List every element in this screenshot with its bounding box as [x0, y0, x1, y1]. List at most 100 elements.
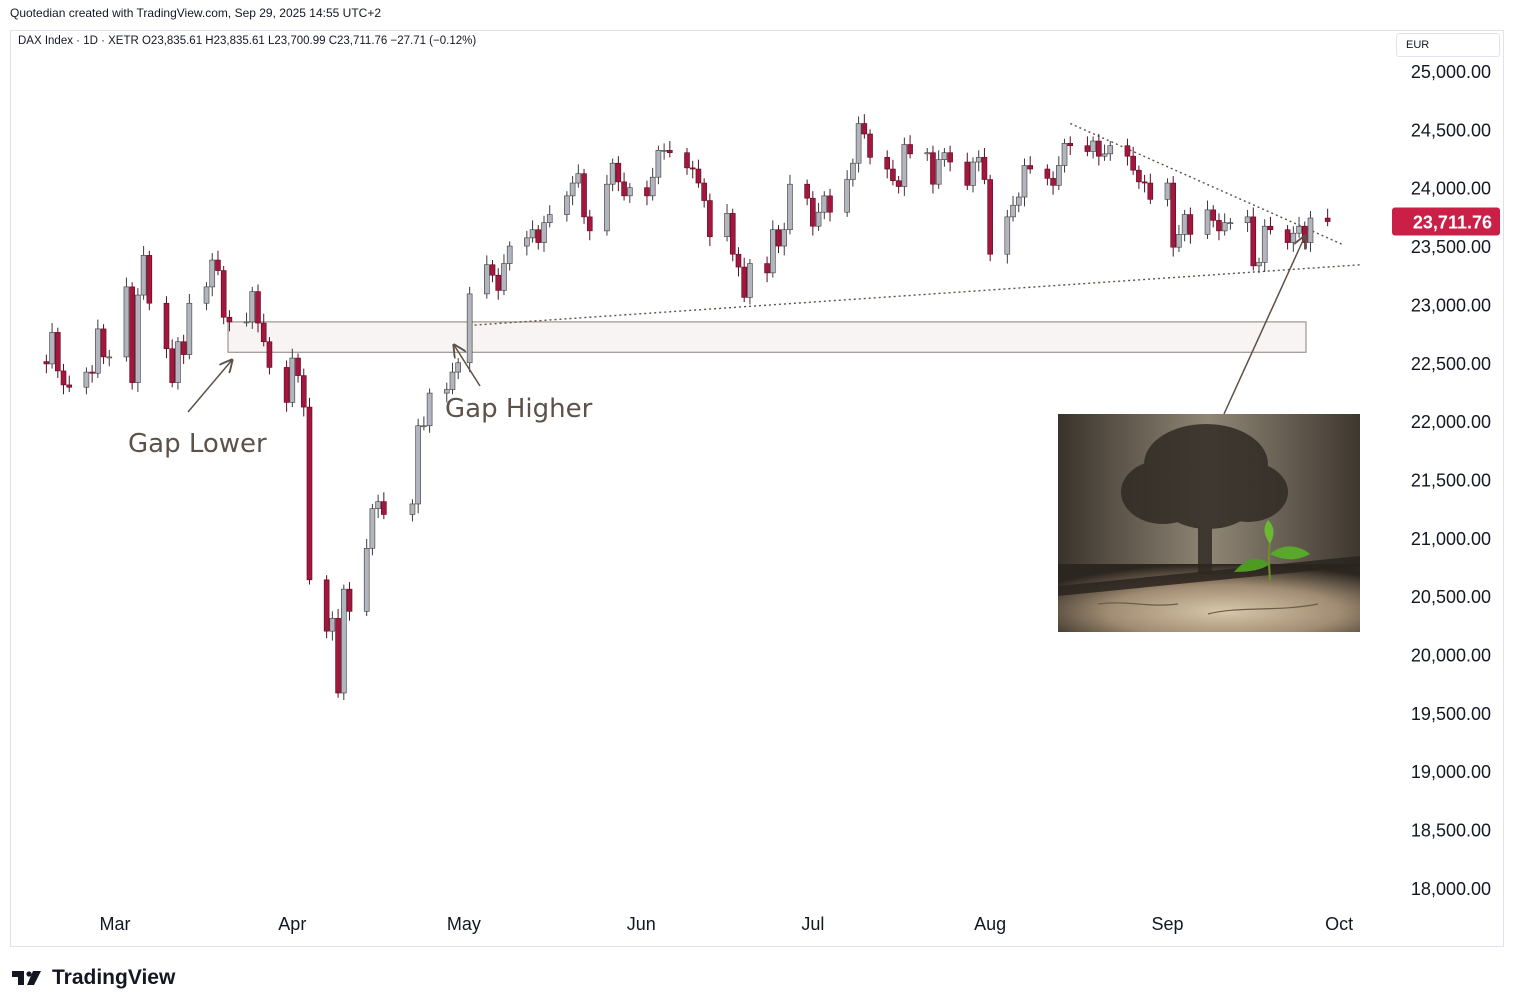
chart-pane[interactable]	[10, 30, 1504, 947]
candle-body	[1164, 182, 1171, 200]
candle-body	[695, 168, 702, 184]
candle	[501, 254, 507, 296]
candle-body	[1290, 232, 1297, 243]
candle	[1141, 174, 1148, 193]
candle-body	[203, 286, 210, 304]
candle	[381, 492, 387, 520]
candle	[930, 145, 936, 194]
candle-body	[861, 123, 868, 135]
candle-body	[935, 159, 942, 185]
candle-body	[1050, 178, 1056, 186]
candle-body	[186, 302, 193, 355]
candle	[701, 178, 707, 208]
candle	[283, 360, 290, 412]
currency-selector[interactable]: EUR	[1396, 33, 1500, 57]
candle	[1301, 221, 1308, 250]
photo-pointer-arrow	[1223, 236, 1305, 415]
candle	[895, 176, 902, 194]
candle	[1004, 209, 1011, 264]
candle-body	[95, 328, 101, 374]
candle-body	[769, 229, 776, 274]
candle-body	[1216, 220, 1222, 232]
candle-body	[255, 291, 261, 324]
candle-body	[684, 152, 690, 169]
candle-body	[1221, 222, 1228, 232]
candle-body	[421, 425, 427, 428]
candle-body	[1124, 145, 1131, 157]
candle-body	[489, 264, 496, 276]
candle-body	[586, 216, 593, 232]
candle-body	[644, 187, 650, 197]
candle	[684, 148, 690, 175]
candle-body	[1056, 165, 1062, 186]
tradingview-logo[interactable]: TradingView	[12, 966, 175, 990]
candle	[129, 282, 135, 390]
candle	[1147, 173, 1154, 205]
candle	[426, 388, 433, 433]
candle	[1256, 257, 1262, 273]
y-tick-label: 22,000.00	[1411, 412, 1491, 432]
y-tick-label: 18,000.00	[1411, 879, 1491, 899]
candle	[415, 418, 421, 514]
candle	[1244, 209, 1251, 233]
candle-body	[54, 332, 61, 372]
candle	[764, 256, 770, 283]
candle	[581, 169, 587, 224]
candle	[1021, 158, 1028, 207]
candle	[815, 202, 822, 231]
y-tick-label: 21,000.00	[1411, 529, 1491, 549]
y-tick-label: 22,500.00	[1411, 354, 1491, 374]
candle	[506, 241, 513, 271]
candle	[369, 503, 376, 556]
candle-body	[667, 150, 673, 153]
x-tick-label: May	[447, 914, 481, 934]
x-tick-label: Jul	[801, 914, 824, 934]
candle	[970, 157, 976, 193]
candle	[66, 375, 73, 392]
candle-body	[1107, 145, 1114, 155]
candle	[83, 367, 90, 395]
candle	[340, 584, 347, 701]
candle	[443, 382, 450, 403]
candle	[95, 319, 101, 378]
candle-body	[220, 270, 227, 318]
gap-zone	[227, 321, 1307, 353]
candle	[975, 150, 982, 172]
candle	[855, 116, 862, 173]
candle	[569, 176, 576, 206]
gap-lower-annotation: Gap Lower	[128, 429, 267, 459]
candle-body	[821, 195, 828, 213]
gap-lower-arrow	[187, 360, 232, 413]
candle	[335, 608, 341, 698]
tradingview-logo-icon	[12, 971, 41, 985]
candle	[781, 222, 788, 256]
candle-body	[564, 195, 570, 215]
symbol-legend: DAX Index · 1D · XETR O23,835.61 H23,835…	[18, 35, 477, 47]
candle	[621, 172, 627, 201]
candle	[266, 337, 273, 375]
candle-body	[804, 183, 810, 199]
candle-body	[575, 173, 582, 184]
candle-body	[381, 501, 387, 515]
candle	[804, 179, 810, 206]
candle	[747, 258, 753, 305]
candle	[575, 164, 582, 188]
candle	[329, 611, 336, 641]
y-tick-label: 20,500.00	[1411, 587, 1491, 607]
candle-body	[1187, 214, 1194, 235]
candle	[844, 170, 850, 217]
candle-body	[300, 375, 307, 408]
candle-body	[1061, 143, 1068, 166]
candle	[215, 250, 221, 276]
candle-body	[295, 357, 301, 376]
candle-body	[83, 371, 90, 388]
candle	[1056, 156, 1062, 191]
candle	[421, 416, 427, 431]
gap-higher-annotation: Gap Higher	[445, 394, 593, 424]
candle	[907, 135, 913, 159]
candle-body	[415, 425, 421, 505]
candle	[546, 205, 553, 228]
candle-body	[781, 229, 788, 247]
candle-body	[66, 384, 73, 388]
